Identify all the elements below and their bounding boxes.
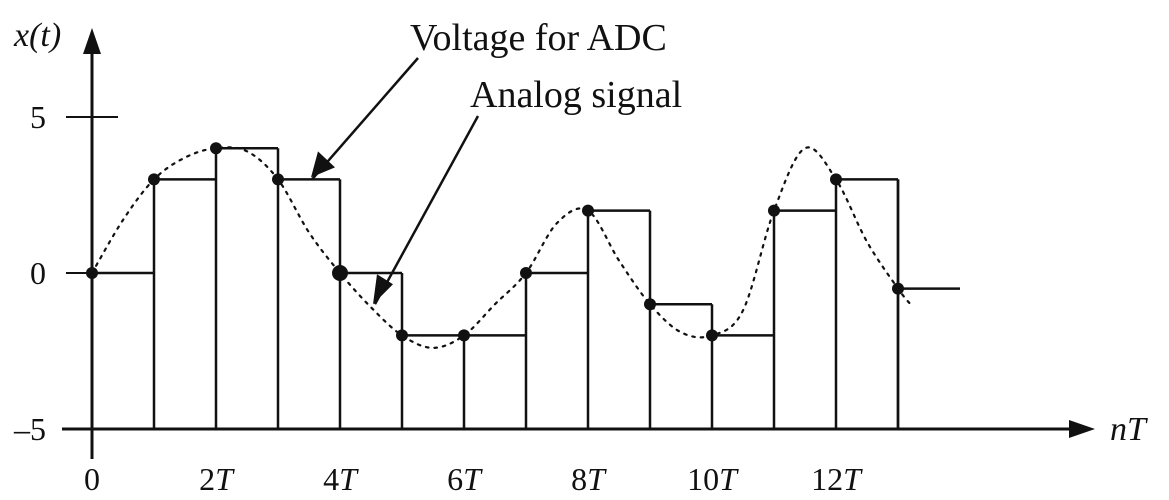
sample-points bbox=[86, 142, 904, 342]
sample-point bbox=[148, 173, 160, 186]
sample-point bbox=[86, 267, 98, 279]
y-axis-arrow bbox=[83, 28, 101, 54]
annotation-arrowhead-voltage bbox=[311, 151, 335, 178]
analog-signal-line bbox=[90, 146, 912, 349]
y-axis-label: x(t) bbox=[13, 17, 61, 54]
analog-signal-curve bbox=[90, 146, 912, 349]
x-tick-label: 8T bbox=[571, 461, 607, 497]
annotation-analog-signal: Analog signal bbox=[470, 74, 682, 116]
sample-point bbox=[768, 204, 780, 217]
x-tick-label: 2T bbox=[199, 461, 235, 497]
annotation-arrowhead-analog bbox=[373, 274, 393, 305]
sample-point bbox=[272, 173, 284, 186]
sample-point bbox=[396, 329, 408, 342]
x-tick-label: 4T bbox=[323, 461, 359, 497]
sample-point bbox=[210, 142, 222, 155]
x-tick-label: 12T bbox=[811, 461, 863, 497]
x-tick-label: 6T bbox=[447, 461, 483, 497]
sample-point bbox=[830, 173, 842, 186]
sample-point bbox=[332, 265, 348, 281]
annotations: Voltage for ADC Analog signal bbox=[311, 17, 682, 305]
zoh-bars bbox=[92, 146, 960, 429]
x-axis-label: nT bbox=[1110, 411, 1148, 448]
sample-point bbox=[458, 329, 470, 342]
y-tick-label: 5 bbox=[30, 99, 46, 135]
sample-point bbox=[892, 282, 904, 295]
tick-labels: 0 2T 4T 6T 8T 10T 12T 5 0 –5 x(t) nT bbox=[13, 17, 1148, 497]
sample-point bbox=[706, 329, 718, 342]
sample-point bbox=[582, 204, 594, 217]
annotation-arrow-voltage bbox=[311, 57, 419, 181]
y-tick-label: 0 bbox=[30, 255, 46, 291]
x-tick-label: 10T bbox=[687, 461, 739, 497]
x-axis-arrow bbox=[1069, 420, 1095, 438]
x-tick-label: 0 bbox=[84, 461, 100, 497]
sample-point bbox=[520, 267, 532, 279]
annotation-voltage-for-adc: Voltage for ADC bbox=[410, 17, 667, 59]
y-tick-label: –5 bbox=[13, 411, 46, 447]
sample-point bbox=[644, 298, 656, 311]
annotation-arrow-analog bbox=[373, 115, 480, 305]
